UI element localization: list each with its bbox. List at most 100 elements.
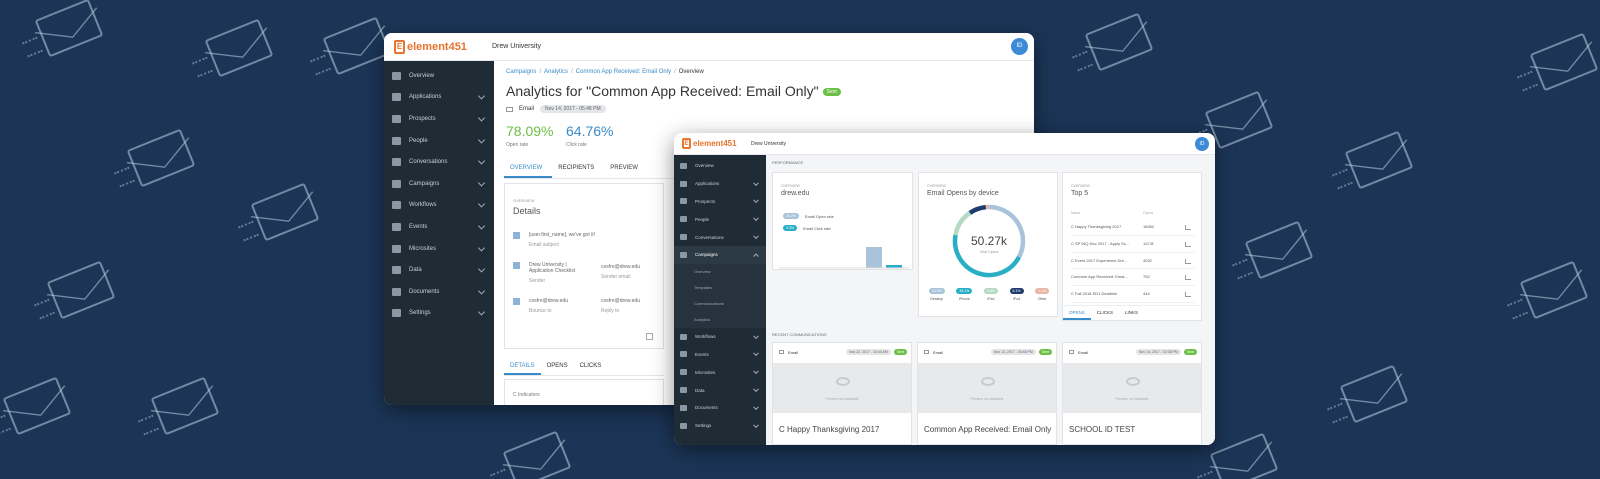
chevron-down-icon[interactable] [477, 114, 486, 122]
section-performance: PERFORMANCE [772, 160, 804, 165]
element451-logo[interactable]: E element451 [674, 138, 746, 149]
sidebar-item-people[interactable]: People [674, 210, 766, 228]
sidebar-item-documents[interactable]: Documents [674, 399, 766, 417]
status-badge: Sent [1183, 349, 1197, 355]
card-title: Email Opens by device [927, 190, 999, 197]
communication-card[interactable]: Email Nov 14, 2017 - 05:48 PM Sent Preview … [917, 342, 1057, 445]
sidebar-item-events[interactable]: Events [674, 346, 766, 364]
sidebar-item-overview[interactable]: Overview [384, 65, 494, 87]
sidebar-item-overview[interactable]: Overview [674, 157, 766, 175]
chevron-down-icon[interactable] [753, 180, 759, 186]
date-tag: Nov 14, 2017 - 02:38 PM [1135, 349, 1181, 355]
chevron-down-icon[interactable] [477, 308, 486, 316]
chevron-down-icon[interactable] [477, 92, 486, 100]
chevron-down-icon[interactable] [477, 157, 486, 165]
bar-chart-icon[interactable] [1185, 275, 1191, 281]
communication-title: C Happy Thanksgiving 2017 [779, 425, 880, 434]
sidebar-item-people[interactable]: People [384, 130, 494, 152]
sidebar-item-campaigns[interactable]: Campaigns [384, 173, 494, 195]
sidebar-item-documents[interactable]: Documents [384, 281, 494, 303]
chevron-down-icon[interactable] [477, 222, 486, 230]
sidebar-item-workflows[interactable]: Workflows [674, 328, 766, 346]
sidebar-item-conversations[interactable]: Conversations [674, 228, 766, 246]
chevron-down-icon[interactable] [753, 404, 759, 410]
chevron-down-icon[interactable] [753, 333, 759, 339]
breadcrumb-item[interactable]: Campaigns [506, 69, 537, 75]
sidebar-item-label: Workflows [695, 334, 716, 340]
preview-area: Preview not available [773, 363, 911, 413]
chevron-down-icon[interactable] [753, 368, 759, 375]
sidebar-item-campaigns[interactable]: Campaigns [674, 245, 766, 264]
chevron-down-icon[interactable] [477, 287, 486, 295]
table-icon[interactable] [646, 333, 653, 340]
breadcrumb-item[interactable]: Analytics [544, 69, 569, 75]
workflows-icon [392, 201, 401, 210]
chevron-down-icon[interactable] [477, 200, 486, 208]
table-row[interactable]: C Happy Thanksgiving 2017 18352 [1071, 219, 1195, 236]
device-name: iPhone [958, 297, 970, 301]
device-badge: 9.6% [983, 288, 998, 294]
chevron-down-icon[interactable] [753, 233, 759, 240]
tab-preview[interactable]: PREVIEW [610, 165, 638, 171]
bar-chart-icon[interactable] [1185, 225, 1191, 230]
sidebar-item-data[interactable]: Data [674, 381, 766, 399]
table-row[interactable]: C Event 2017 Experience Dre... 4032 [1071, 253, 1195, 270]
chevron-down-icon[interactable] [477, 244, 486, 252]
sidebar-item-workflows[interactable]: Workflows [384, 195, 494, 217]
table-row[interactable]: Common App Received: Emai... 752 [1071, 269, 1195, 287]
sidebar-item-label: Settings [695, 423, 712, 429]
avatar[interactable]: ID [1195, 137, 1209, 151]
sidebar-item-label: People [695, 216, 710, 222]
channel-label: Email [788, 349, 799, 355]
sidebar-item-settings[interactable]: Settings [674, 417, 766, 435]
chevron-down-icon[interactable] [477, 179, 486, 187]
tab-clicks[interactable]: CLICKS [579, 363, 602, 369]
donut-slice-desktop [988, 204, 1026, 259]
tab-links[interactable]: LINKS [1125, 310, 1139, 315]
front-app-window: E element451 Drew University ID Overview… [674, 133, 1215, 445]
tab-opens[interactable]: OPENS [546, 363, 568, 369]
chevron-down-icon[interactable] [753, 215, 759, 222]
subnav-item-communications[interactable]: Communications [674, 295, 766, 312]
chevron-up-icon[interactable] [753, 253, 759, 259]
bar-chart-icon[interactable] [1185, 292, 1191, 298]
avatar[interactable]: ID [1011, 38, 1028, 55]
sidebar-item-applications[interactable]: Applications [674, 175, 766, 193]
chevron-down-icon[interactable] [477, 265, 486, 273]
sidebar-item-prospects[interactable]: Prospects [384, 108, 494, 130]
sidebar-item-applications[interactable]: Applications [384, 87, 494, 109]
col-name-header: Name [1071, 211, 1081, 215]
chevron-down-icon[interactable] [753, 386, 759, 393]
tab-opens[interactable]: OPENS [1063, 306, 1091, 320]
sidebar-item-settings[interactable]: Settings [384, 303, 494, 325]
subnav-item-overview[interactable]: Overview [674, 263, 766, 280]
table-row[interactable]: C SP INQ Nov 2017 - Apply Sc... 11178 [1071, 236, 1195, 253]
sidebar-item-microsites[interactable]: Microsites [384, 238, 494, 260]
sidebar-item-data[interactable]: Data [384, 259, 494, 281]
overview-icon [680, 162, 687, 169]
subnav-item-templates[interactable]: Templates [674, 279, 766, 296]
tab-details[interactable]: DETAILS [504, 357, 541, 375]
element451-logo[interactable]: E element451 [384, 39, 474, 54]
communication-card[interactable]: Email Nov 22, 2017 - 10:40 AM Sent Preview … [772, 342, 912, 445]
communication-card[interactable]: Email Nov 14, 2017 - 02:38 PM Sent Preview … [1062, 342, 1202, 445]
sidebar-item-microsites[interactable]: Microsites [674, 363, 766, 381]
sidebar-item-prospects[interactable]: Prospects [674, 193, 766, 211]
bar-chart-icon[interactable] [1185, 241, 1191, 247]
tab-overview[interactable]: OVERVIEW [504, 159, 553, 178]
chevron-down-icon[interactable] [753, 422, 759, 428]
bar-chart-icon[interactable] [1185, 258, 1191, 264]
subnav-item-label: Communications [694, 301, 724, 307]
chevron-down-icon[interactable] [477, 136, 486, 144]
sidebar-item-conversations[interactable]: Conversations [384, 151, 494, 173]
sidebar-item-label: Events [409, 223, 428, 230]
tab-recipients[interactable]: RECIPIENTS [558, 165, 595, 171]
subnav-item-analytics[interactable]: Analytics [674, 311, 766, 328]
tab-clicks[interactable]: CLICKS [1096, 310, 1114, 315]
table-row[interactable]: C Fall 2018 ED1 Deadline 444 [1071, 286, 1195, 303]
breadcrumb-item[interactable]: Common App Received: Email Only [575, 69, 672, 75]
sidebar-item-events[interactable]: Events [384, 216, 494, 238]
chevron-down-icon[interactable] [753, 197, 759, 204]
chevron-down-icon[interactable] [753, 350, 759, 357]
sender-value: Drew University | Application Checklist [529, 262, 576, 274]
